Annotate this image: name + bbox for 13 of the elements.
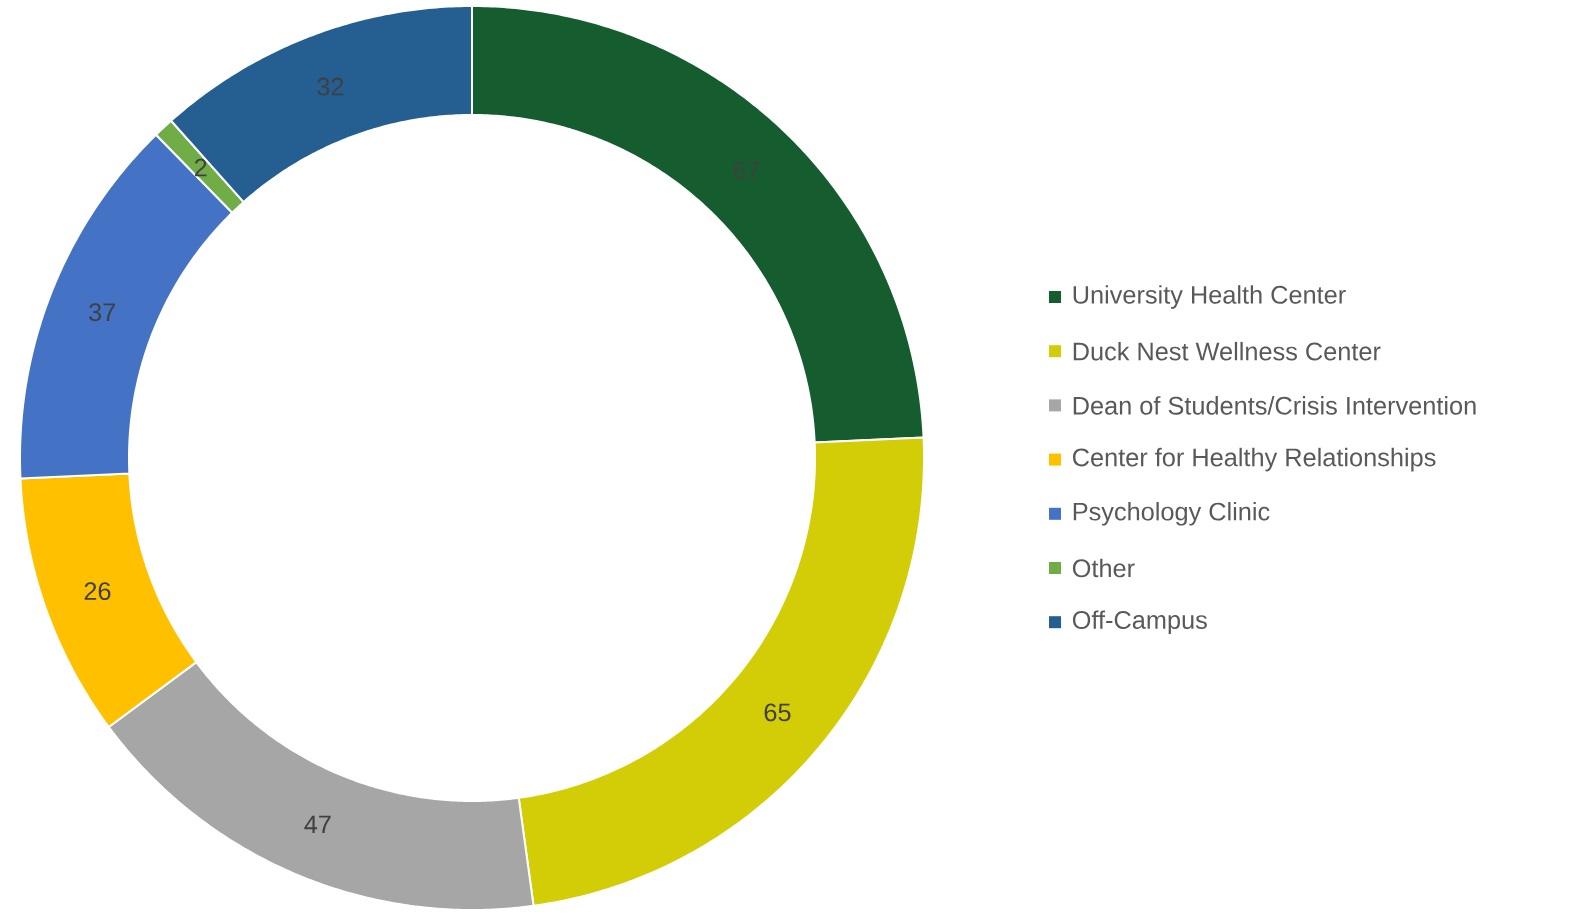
legend-label: Psychology Clinic [1073,501,1270,526]
legend-label: Other [1072,558,1135,578]
legend-label: University Health Center [1073,285,1346,309]
data-label: 32 [317,77,344,96]
data-label: 2 [194,158,207,177]
data-label: 37 [89,303,116,322]
data-label: 65 [764,703,791,722]
data-label: 26 [84,582,111,601]
legend-label: Center for Healthy Relationships [1072,447,1436,472]
legend-label: Dean of Students/Crisis Intervention [1073,396,1476,415]
data-label: 47 [304,815,331,834]
legend-label: Off-Campus [1072,610,1207,634]
legend-label: Duck Nest Wellness Center [1073,341,1381,361]
